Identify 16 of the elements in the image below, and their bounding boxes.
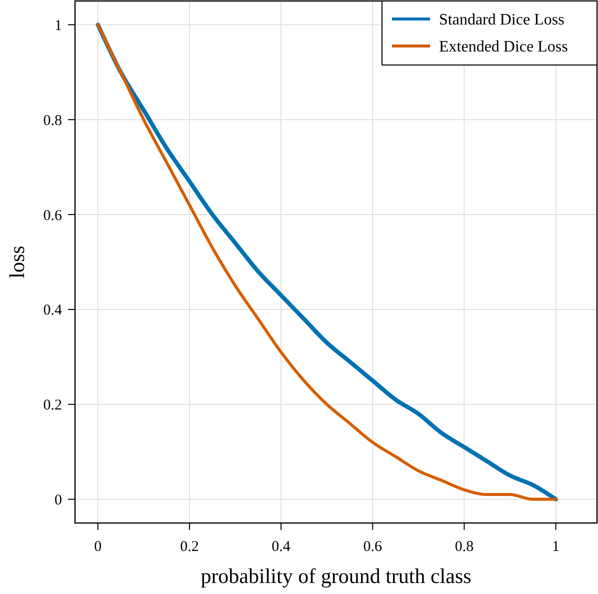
y-axis-title: loss [5,246,29,278]
x-tick-label: 0.6 [363,539,383,555]
y-tick-label: 0.8 [43,112,62,129]
y-tick-label: 0.4 [43,302,62,319]
x-tick-label: 1 [552,539,560,555]
x-axis-title: probability of ground truth class [200,564,472,588]
x-tick-label: 0.2 [180,539,199,555]
y-tick-label: 0.2 [43,398,62,414]
y-tick-label: 0 [54,492,62,509]
x-tick-label: 0.4 [272,539,291,555]
x-tick-label: 0 [94,539,102,555]
legend-label: Extended Dice Loss [439,38,568,56]
y-tick-label: 1 [54,18,62,34]
y-tick-label: 0.6 [43,208,62,224]
legend-label: Standard Dice Loss [439,12,564,29]
x-tick-label: 0.8 [454,539,474,555]
